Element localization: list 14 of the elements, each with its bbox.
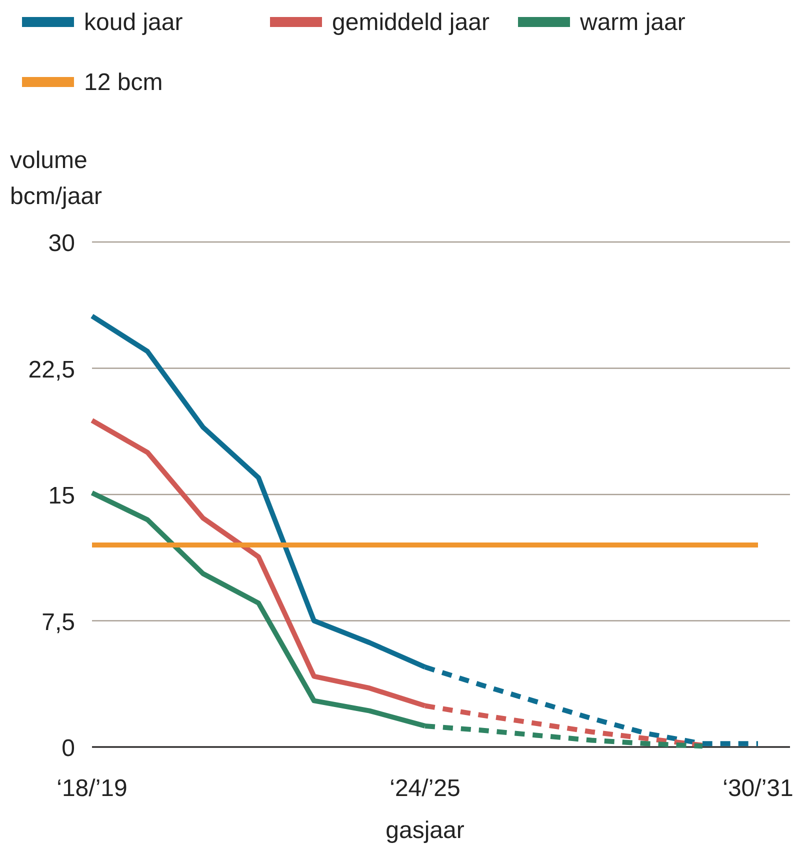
legend-label: gemiddeld jaar	[332, 9, 490, 36]
y-tick-label: 15	[48, 482, 75, 510]
y-tick-label: 0	[62, 735, 75, 762]
x-tick-label: ‘18/’19	[56, 775, 128, 802]
legend-label: 12 bcm	[84, 69, 163, 96]
y-axis-title: volume bcm/jaar	[10, 147, 102, 210]
y-tick-label: 7,5	[42, 608, 75, 636]
y-tick-label: 22,5	[28, 356, 75, 384]
x-tick-label: ‘30/’31	[722, 775, 794, 802]
y-tick-label: 30	[48, 230, 75, 257]
legend-label: koud jaar	[84, 9, 183, 36]
x-tick-label: ‘24/’25	[390, 775, 460, 802]
legend-label: warm jaar	[579, 9, 686, 36]
x-axis-title: gasjaar	[386, 817, 464, 844]
